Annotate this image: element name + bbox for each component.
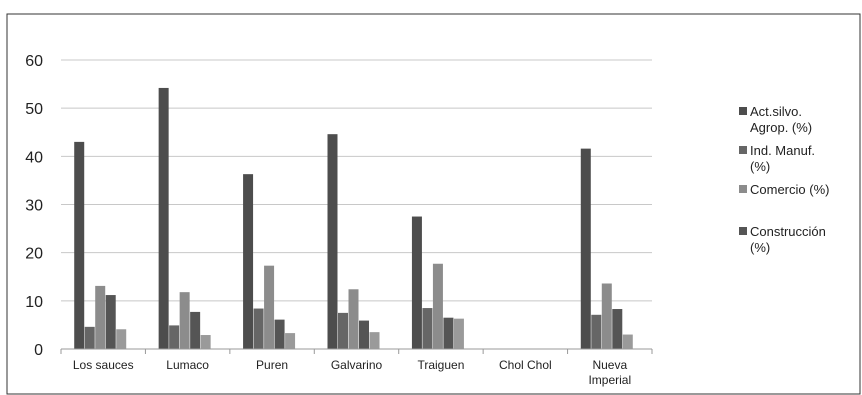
x-tick-label: Nueva: [592, 358, 627, 372]
legend-label: Act.silvo.: [750, 104, 802, 119]
bar: [359, 320, 369, 349]
bar: [253, 308, 264, 349]
bar: [243, 174, 254, 349]
bar: [327, 134, 338, 349]
bar: [179, 292, 190, 349]
bar: [622, 334, 633, 349]
y-tick-label: 50: [25, 101, 43, 118]
y-tick-label: 30: [25, 198, 43, 215]
bar: [369, 332, 380, 349]
bar: [591, 314, 602, 349]
bars: [74, 87, 633, 349]
bar: [274, 319, 285, 349]
legend-label: Comercio (%): [750, 182, 829, 197]
bar: [95, 285, 106, 349]
y-tick-label: 40: [25, 149, 43, 166]
legend-label: (%): [750, 159, 770, 174]
bar: [74, 141, 85, 349]
x-tick-label: Puren: [256, 358, 288, 372]
legend-label: Agrop. (%): [750, 120, 812, 135]
legend-label: (%): [750, 240, 770, 255]
bar: [105, 295, 116, 349]
legend: Act.silvo.Agrop. (%)Ind. Manuf.(%)Comerc…: [739, 104, 829, 255]
legend-label: Ind. Manuf.: [750, 143, 815, 158]
x-axis-labels: Los sauces Lumaco Puren Galvarino Traiguen Ch…: [73, 358, 631, 387]
bar: [285, 333, 296, 349]
bar: [443, 317, 454, 349]
x-tick-label: Imperial: [588, 373, 631, 387]
bar: [422, 308, 433, 349]
x-tick-label: Galvarino: [331, 358, 383, 372]
x-tick-label: Traiguen: [417, 358, 464, 372]
x-tick-label: Lumaco: [166, 358, 209, 372]
legend-swatch: [739, 146, 747, 154]
bar: [84, 326, 95, 349]
bar: [116, 329, 127, 349]
bar: [453, 318, 464, 349]
bar: [169, 325, 180, 349]
y-axis-ticks: 0 10 20 30 40 50 60: [25, 53, 43, 359]
bar: [158, 87, 169, 349]
legend-label: Construcción: [750, 224, 826, 239]
legend-swatch: [739, 227, 747, 235]
bar: [264, 265, 275, 349]
y-tick-label: 60: [25, 53, 43, 70]
x-tick-label: Los sauces: [73, 358, 134, 372]
bar: [612, 309, 623, 349]
bar: [200, 335, 211, 349]
bar: [348, 289, 359, 349]
x-tick-label: Chol Chol: [499, 358, 552, 372]
x-axis: [60, 348, 653, 354]
bar: [411, 216, 422, 349]
bar: [580, 148, 591, 349]
bar: [190, 311, 201, 349]
bar: [338, 312, 348, 349]
y-tick-label: 0: [34, 342, 43, 359]
legend-swatch: [739, 185, 747, 193]
y-tick-label: 20: [25, 246, 43, 263]
y-tick-label: 10: [25, 294, 43, 311]
bar: [432, 263, 443, 349]
legend-swatch: [739, 107, 747, 115]
bar: [601, 283, 612, 349]
